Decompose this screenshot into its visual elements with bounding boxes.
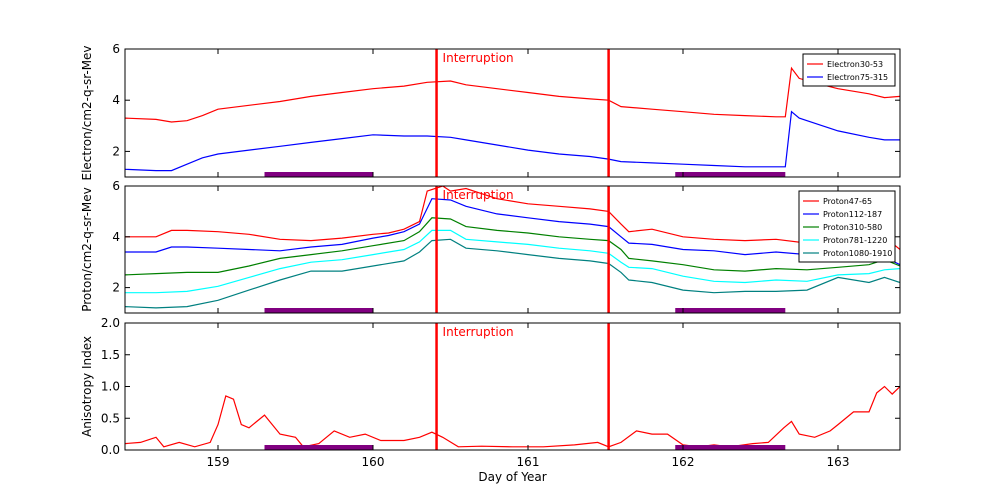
y-tick-label: 1.0	[101, 380, 120, 394]
marker-bar-2	[675, 308, 786, 313]
marker-bar-2	[675, 445, 786, 450]
plot-frame	[124, 322, 901, 451]
legend-label: Proton112-187	[823, 210, 882, 219]
y-tick-label: 0.0	[101, 443, 120, 457]
y-tick-label: 2	[112, 144, 120, 158]
legend: Electron30-53 Electron75-315	[802, 53, 896, 87]
marker-bar-2	[675, 172, 786, 177]
y-axis-label: Anisotropy Index	[80, 336, 94, 437]
series-line-3	[125, 217, 900, 276]
x-tick-label: 161	[517, 455, 540, 469]
interruption-label: Interruption	[443, 51, 514, 65]
plot-frame	[124, 48, 901, 178]
y-axis-label: Proton/cm2-q-sr-Mev	[80, 187, 94, 312]
legend-label: Proton47-65	[823, 197, 872, 206]
series-line-2	[125, 110, 900, 172]
legend-label: Electron30-53	[827, 60, 883, 69]
y-tick-label: 4	[112, 93, 120, 107]
y-tick-label: 2	[112, 281, 120, 295]
series-line-5	[125, 238, 900, 309]
y-axis-label: Electron/cm2-q-sr-Mev	[80, 45, 94, 180]
panel-2: Interruption 2 4 6 Proton/cm2-q-sr-Mev Proton…	[80, 179, 901, 314]
y-tick-label: 6	[112, 42, 120, 56]
x-tick-label: 159	[207, 455, 230, 469]
legend-label: Proton310-580	[823, 223, 882, 232]
series-line-1	[125, 66, 900, 123]
x-tick-label: 160	[362, 455, 385, 469]
interruption-label: Interruption	[443, 188, 514, 202]
x-tick-label: 162	[672, 455, 695, 469]
panel-1: Interruption 2 4 6 Electron/cm2-q-sr-Mev Elec…	[80, 42, 901, 181]
y-tick-label: 0.5	[101, 411, 120, 425]
legend-label: Proton1080-1910	[823, 249, 892, 258]
legend-frame	[802, 53, 896, 87]
y-tick-label: 4	[112, 230, 120, 244]
y-tick-label: 2.0	[101, 316, 120, 330]
y-tick-label: 6	[112, 179, 120, 193]
series-line-1	[125, 186, 900, 250]
series-line-2	[125, 198, 900, 266]
x-axis-label: Day of Year	[478, 470, 546, 484]
interruption-label: Interruption	[443, 325, 514, 339]
legend-label: Electron75-315	[827, 73, 888, 82]
y-tick-label: 1.5	[101, 348, 120, 362]
legend-label: Proton781-1220	[823, 236, 887, 245]
panel-3: Interruption 0.0 0.5 1.0 1.5 2.0 159 160 161 162 1…	[80, 316, 901, 469]
plot-frame	[124, 185, 901, 314]
marker-bar-1	[264, 445, 373, 450]
legend: Proton47-65 Proton112-187 Proton310-580 Pro…	[798, 190, 896, 263]
series-line-1	[125, 385, 900, 448]
series-line-4	[125, 229, 900, 294]
marker-bar-1	[264, 172, 373, 177]
x-tick-label: 163	[827, 455, 850, 469]
marker-bar-1	[264, 308, 373, 313]
